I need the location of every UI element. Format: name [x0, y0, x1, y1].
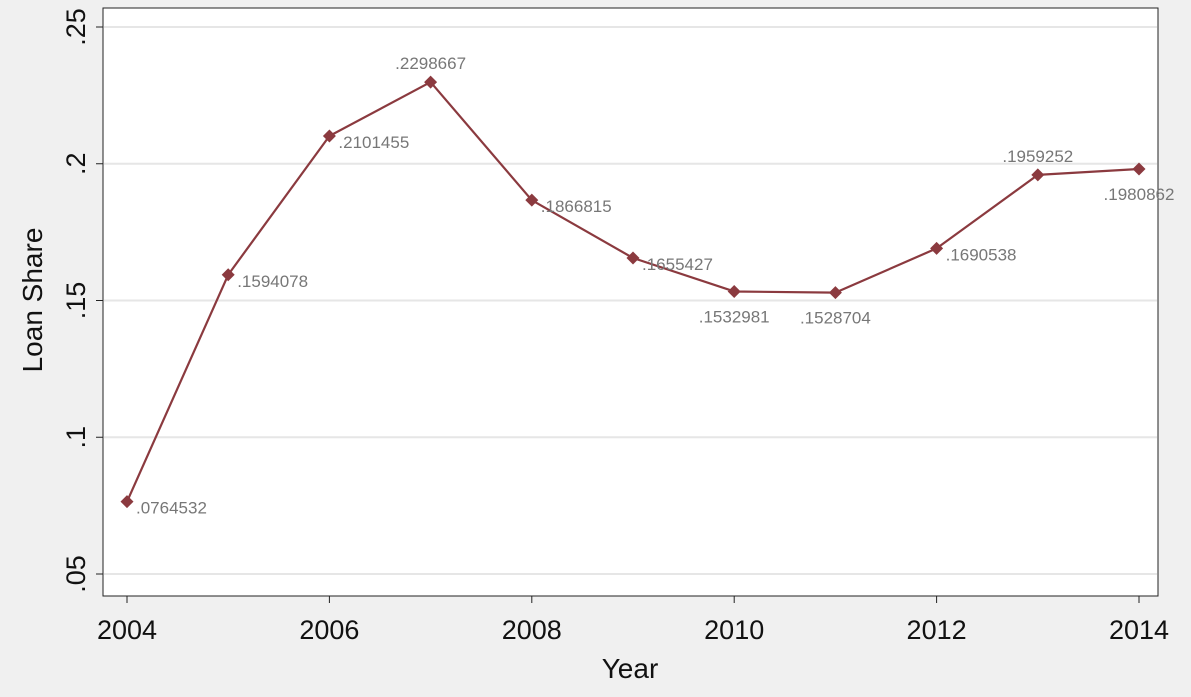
- data-point-marker: [828, 286, 842, 300]
- x-tick-label: 2010: [704, 615, 764, 645]
- y-tick-label: .05: [61, 555, 91, 593]
- y-axis: .05 .1 .15 .2 .25: [61, 8, 103, 593]
- data-point-marker: [221, 268, 235, 282]
- y-tick-label: .1: [61, 426, 91, 449]
- data-label: .2298667: [395, 54, 466, 73]
- data-label: .1959252: [1002, 147, 1073, 166]
- data-label: .1655427: [642, 255, 713, 274]
- data-label: .1980862: [1104, 185, 1175, 204]
- x-axis-title: Year: [602, 653, 659, 684]
- y-tick-label: .2: [61, 152, 91, 175]
- data-point-marker: [1132, 162, 1146, 176]
- data-labels: .0764532 .1594078 .2101455 .2298667 .1866815…: [136, 54, 1174, 518]
- data-point-marker: [424, 75, 438, 89]
- y-tick-label: .25: [61, 8, 91, 46]
- data-label: .1528704: [800, 309, 871, 328]
- data-point-marker: [525, 193, 539, 207]
- grid-lines: [104, 26, 1157, 575]
- data-label: .1690538: [946, 245, 1017, 264]
- data-point-marker: [626, 251, 640, 265]
- data-label: .1866815: [541, 197, 612, 216]
- x-tick-label: 2012: [907, 615, 967, 645]
- x-tick-label: 2014: [1109, 615, 1169, 645]
- data-label: .2101455: [338, 133, 409, 152]
- data-point-marker: [120, 495, 134, 509]
- series-markers: [120, 75, 1146, 509]
- data-point-marker: [930, 241, 944, 255]
- x-tick-label: 2008: [502, 615, 562, 645]
- plot-area: [102, 7, 1159, 597]
- data-point-marker: [1031, 168, 1045, 182]
- y-axis-title: Loan Share: [17, 228, 48, 373]
- data-label: .0764532: [136, 499, 207, 518]
- data-point-marker: [727, 284, 741, 298]
- data-label: .1594078: [237, 272, 308, 291]
- y-tick-label: .15: [61, 282, 91, 320]
- x-tick-label: 2006: [299, 615, 359, 645]
- data-point-marker: [322, 129, 336, 143]
- data-label: .1532981: [699, 307, 770, 326]
- x-axis: 2004 2006 2008 2010 2012 2014: [97, 596, 1169, 645]
- x-tick-label: 2004: [97, 615, 157, 645]
